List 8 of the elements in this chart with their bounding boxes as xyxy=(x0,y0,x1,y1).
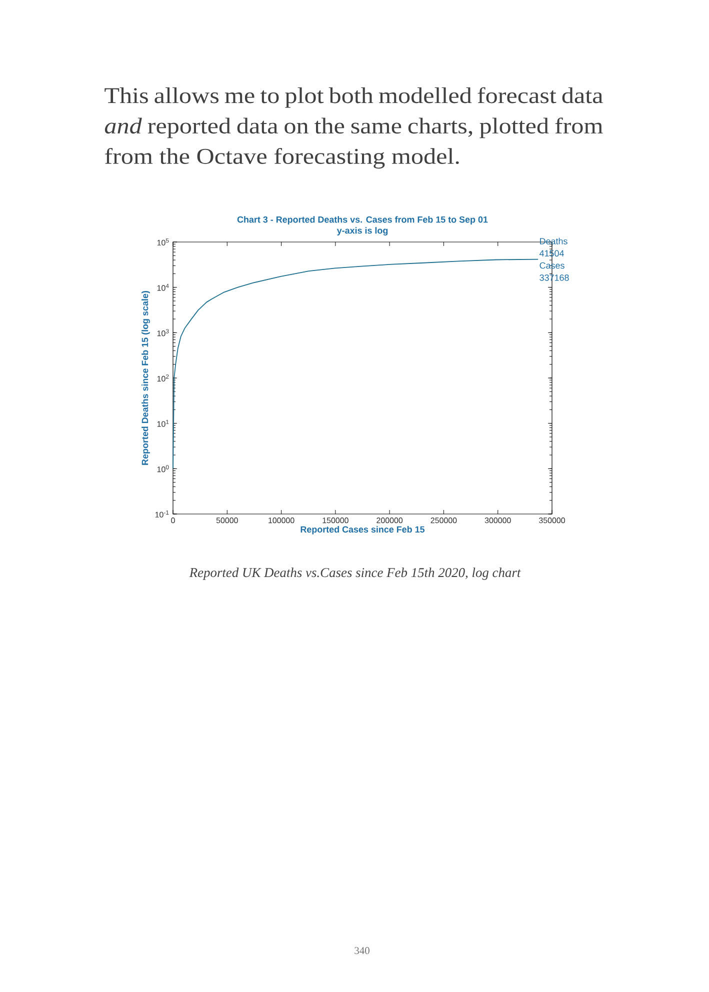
text: This allows me to plot both modelled forecast data and reported data on the same charts, plotted from from the Octave forecasting model. xyxy=(104,87,603,169)
chart-title: Chart 3 - Reported Deaths vs. Cases from Feb 15 to Sep 01 xyxy=(237,216,488,224)
line-series xyxy=(172,258,539,470)
text: 340 xyxy=(354,947,370,954)
text: Reported UK Deaths vs.Cases since Feb 15th 2020, log chart xyxy=(189,568,521,580)
chart-subtitle: y-axis is log xyxy=(336,227,388,236)
x-axis-title: Reported Cases since Feb 15 xyxy=(300,526,425,534)
y-axis-title: Reported Deaths since Feb 15 (log scale) xyxy=(142,290,150,465)
